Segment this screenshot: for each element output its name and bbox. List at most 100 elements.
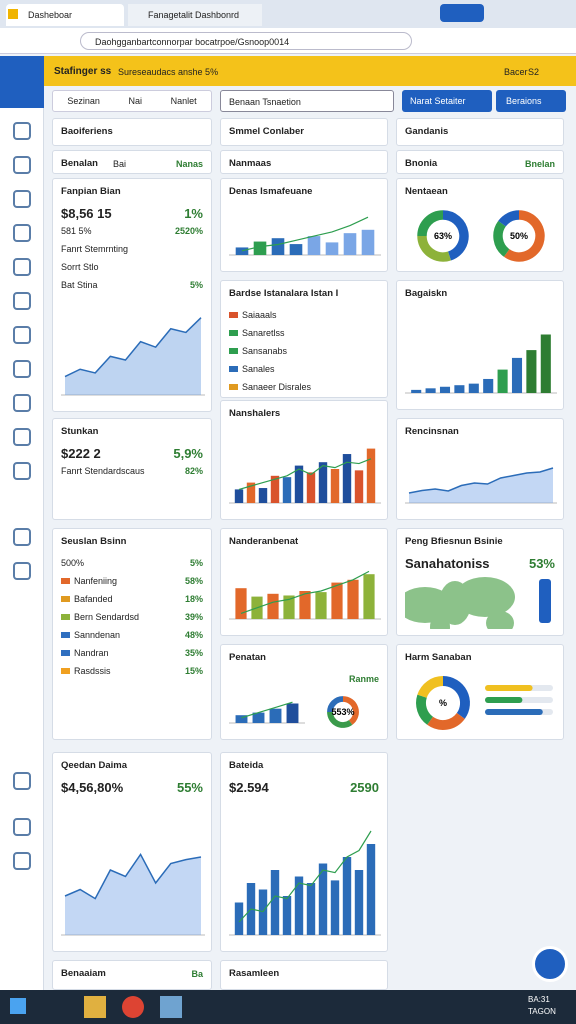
- tab[interactable]: Dasheboar: [6, 4, 124, 26]
- row-label: Bern Sendardsd: [61, 612, 139, 622]
- search-field[interactable]: Benaan Tsnaetion: [220, 90, 394, 112]
- donut-segment: [503, 210, 545, 262]
- row-label: Saiaaals: [229, 310, 277, 320]
- bar: [286, 703, 299, 723]
- nav-icon[interactable]: [13, 360, 31, 378]
- bar: [366, 844, 376, 935]
- nav-icon[interactable]: [13, 772, 31, 790]
- row-text: Fanrt Stendardscaus: [61, 466, 145, 476]
- filter[interactable]: Nai: [128, 96, 142, 106]
- donut-segment: [327, 696, 344, 713]
- url-field[interactable]: Daohgganbartconnorpar bocatrpoe/Gsnoop00…: [80, 32, 412, 50]
- area: [65, 317, 201, 395]
- bar: [318, 462, 328, 503]
- button[interactable]: Narat Setaiter: [402, 90, 492, 112]
- nav-icon[interactable]: [13, 122, 31, 140]
- card-title: Rasamleen: [229, 968, 280, 979]
- row-text: Bafanded: [74, 594, 113, 604]
- donut-segment: [417, 235, 451, 262]
- bar: [246, 482, 256, 503]
- chart: [229, 701, 305, 724]
- nav-icon[interactable]: [13, 394, 31, 412]
- row-label: $8,56 15: [61, 206, 112, 221]
- taskbar-app[interactable]: [160, 996, 182, 1018]
- clock-date: TAGON: [528, 1007, 556, 1016]
- row-label: $4,56,80%: [61, 780, 123, 795]
- nav-icon[interactable]: [13, 326, 31, 344]
- card-title: Bagaiskn: [405, 288, 448, 299]
- logo: [0, 56, 44, 108]
- row-value: 5%: [189, 558, 203, 568]
- row-value: 2590: [350, 779, 379, 795]
- row-label: $2.594: [229, 780, 269, 795]
- nav-icon[interactable]: [13, 818, 31, 836]
- card-row: Sanales: [229, 361, 379, 377]
- nav-icon[interactable]: [13, 462, 31, 480]
- nav-icon[interactable]: [13, 528, 31, 546]
- bar: [283, 595, 295, 619]
- card-title: Smmel Conlaber: [229, 126, 304, 137]
- nav-icon[interactable]: [13, 292, 31, 310]
- swatch: [229, 384, 238, 390]
- bar: [269, 708, 282, 723]
- card-row: Fanrt Stendardscaus 82%: [61, 463, 203, 479]
- card: Harm Sanaban%: [396, 644, 564, 740]
- card: Denas Ismafeuane: [220, 178, 388, 272]
- nav-icon[interactable]: [13, 258, 31, 276]
- bar: [331, 582, 343, 619]
- nav-icon[interactable]: [13, 428, 31, 446]
- profile-button[interactable]: [440, 4, 484, 22]
- card: Bnonia Bnelan: [396, 150, 564, 174]
- card-row: Sanales: [229, 397, 379, 398]
- row-label: Sanaretlss: [229, 328, 285, 338]
- row-label: Fanrt Stemrnting: [61, 244, 128, 254]
- fab[interactable]: [532, 946, 568, 982]
- row-value: Nanas: [175, 159, 203, 169]
- nav-icon[interactable]: [13, 562, 31, 580]
- bar: [354, 870, 364, 935]
- row-text: Bat Stina: [61, 280, 98, 290]
- tab[interactable]: Fanagetalit Dashbonrd: [128, 4, 262, 26]
- chart: [229, 448, 381, 504]
- nav-icon[interactable]: [13, 156, 31, 174]
- card: Fanpian Bian $8,56 15 1% 581 5% 2520% Fanrt S…: [52, 178, 212, 412]
- donut-label: 63%: [434, 231, 452, 241]
- taskbar-app[interactable]: [84, 996, 106, 1018]
- trend-line: [238, 458, 372, 490]
- taskbar-app[interactable]: [122, 996, 144, 1018]
- nav-icon[interactable]: [13, 852, 31, 870]
- bar: [234, 489, 244, 503]
- card: Bardse Istanalara Istan I Saiaaals Sanaret…: [220, 280, 388, 398]
- card-row: Sorrt Stlo: [61, 259, 203, 275]
- nav-icon[interactable]: [13, 190, 31, 208]
- card-title: Denas Ismafeuane: [229, 186, 313, 197]
- bar: [454, 385, 465, 393]
- taskbar: BA:31 TAGON: [0, 990, 576, 1024]
- nav-icon[interactable]: [13, 224, 31, 242]
- bar: [267, 593, 279, 619]
- bar: [361, 229, 375, 255]
- button[interactable]: Beraions: [496, 90, 566, 112]
- filter[interactable]: Sezinan: [67, 96, 100, 106]
- bar: [294, 465, 304, 503]
- row-value: Ranme: [348, 674, 379, 684]
- row-value: 15%: [184, 666, 203, 676]
- bar: [306, 472, 316, 503]
- card-title: Benaaiam: [61, 968, 106, 979]
- start-button[interactable]: [10, 998, 26, 1014]
- row-label: Sansanabs: [229, 346, 287, 356]
- card-row: Sanahatoniss 53%: [405, 555, 555, 571]
- filter-group[interactable]: Sezinan Nai Nanlet: [52, 90, 212, 112]
- row-text: $2.594: [229, 779, 269, 795]
- card-title: Bnonia: [405, 158, 438, 169]
- donut-label: 50%: [510, 231, 528, 241]
- user-name[interactable]: Bacer: [504, 67, 528, 77]
- card-row: 581 5% 2520%: [61, 223, 203, 239]
- row-text: Fanrt Stemrnting: [61, 244, 129, 254]
- row-text: Sanaeer Disrales: [242, 382, 312, 392]
- filter[interactable]: Nanlet: [170, 96, 197, 106]
- chart: [405, 467, 557, 504]
- row-value: 48%: [184, 630, 203, 640]
- trend-line: [241, 216, 369, 252]
- row-value: 35%: [184, 648, 203, 658]
